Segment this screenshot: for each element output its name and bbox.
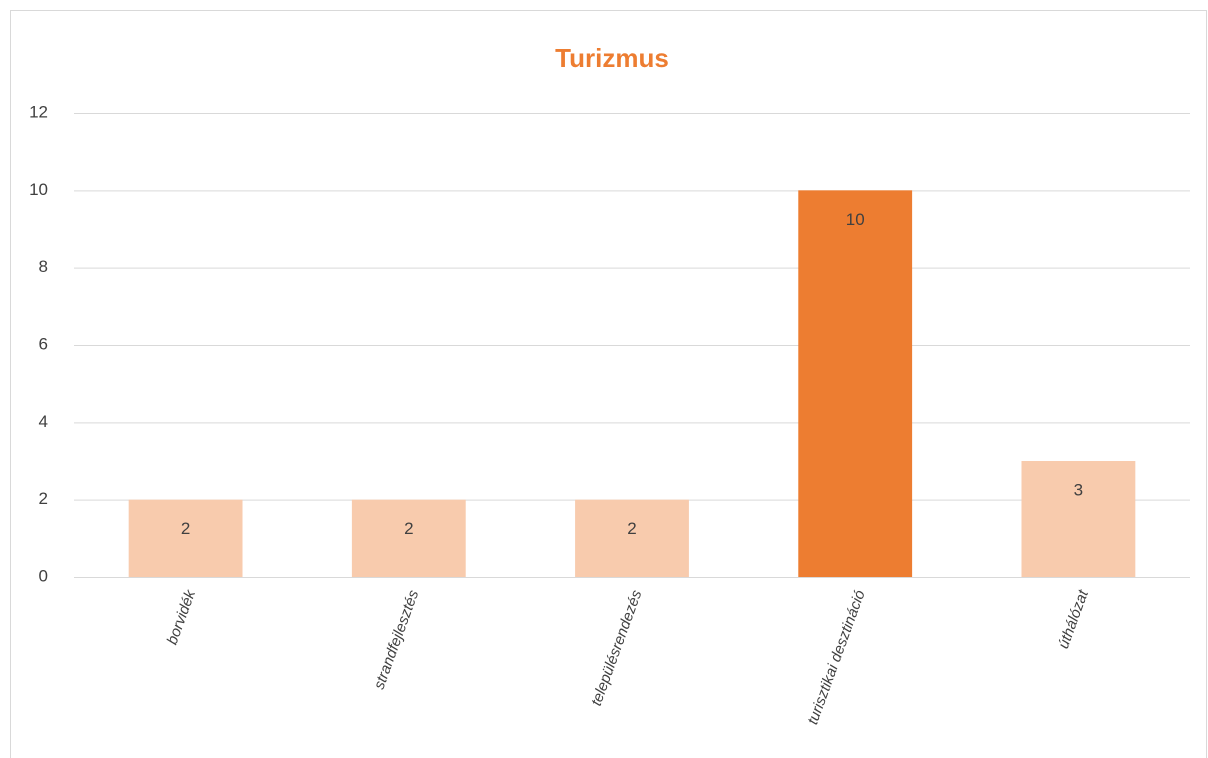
x-tick-label: strandfejlesztés (371, 587, 423, 691)
y-tick-label: 8 (39, 257, 48, 276)
data-label: 2 (181, 519, 190, 538)
data-label: 3 (1074, 480, 1083, 499)
data-label: 10 (846, 210, 865, 229)
y-tick-label: 2 (39, 489, 48, 508)
x-tick-label: turisztikai desztináció (804, 588, 868, 727)
chart-title: Turizmus (555, 43, 669, 73)
bar (798, 190, 913, 578)
y-tick-label: 12 (29, 102, 48, 121)
bar (351, 499, 466, 577)
x-tick-label: borvidék (164, 587, 200, 648)
bar (1021, 461, 1136, 577)
y-tick-label: 4 (39, 412, 48, 431)
x-tick-label: településrendezés (588, 587, 646, 708)
data-label: 2 (404, 519, 413, 538)
bar (128, 499, 243, 577)
x-tick-label: úthálózat (1055, 587, 1092, 651)
y-tick-label: 10 (29, 180, 48, 199)
chart-frame (10, 10, 1207, 758)
data-label: 2 (627, 519, 636, 538)
bar (575, 499, 689, 577)
y-tick-label: 0 (39, 566, 48, 585)
y-tick-label: 6 (39, 334, 48, 353)
